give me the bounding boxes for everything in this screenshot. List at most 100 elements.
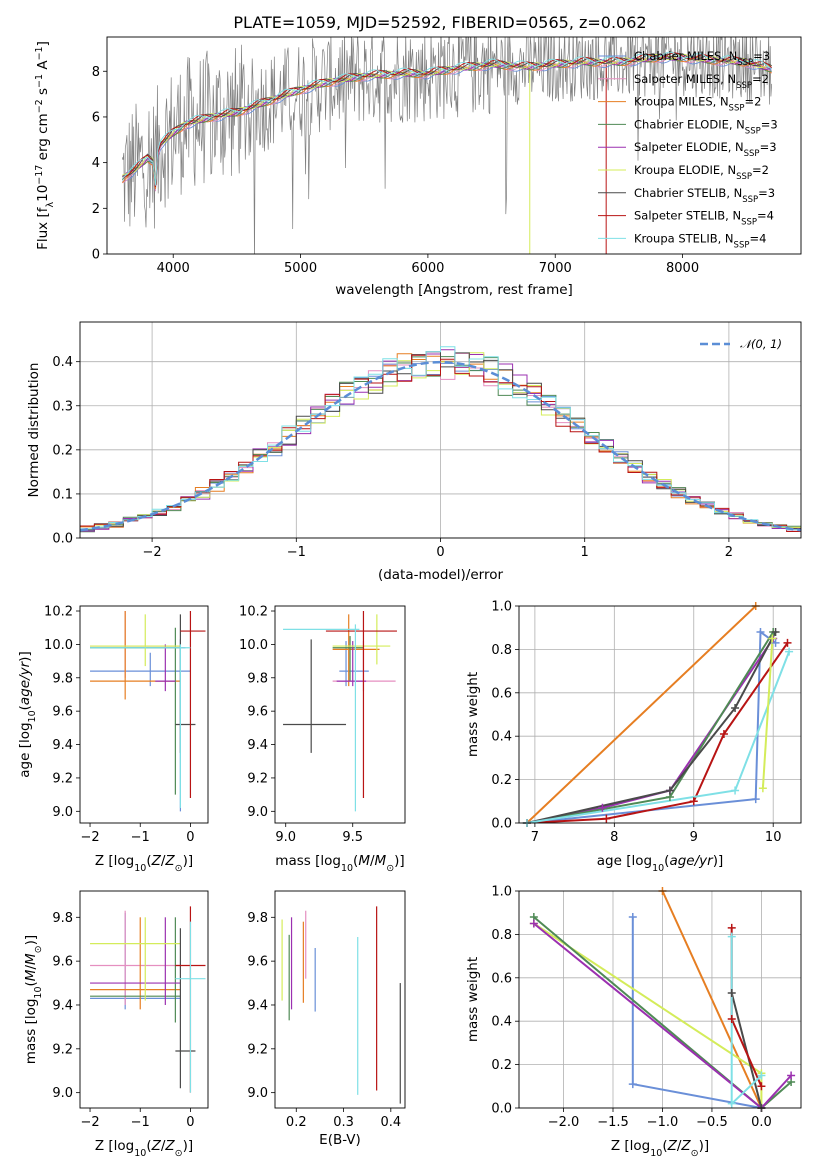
age-vs-Z-plot-area (90, 611, 206, 812)
y-tick-label: 0.4 (491, 730, 512, 745)
y-tick-label: 9.2 (247, 771, 268, 786)
model-line-kroupa-stelib (121, 51, 772, 186)
label-part: erg cm (35, 113, 51, 164)
label-part: 10 (134, 1148, 146, 1159)
label-part: λ (45, 202, 56, 208)
label-part: ⊙ (175, 1148, 183, 1159)
label-part: −1 (34, 46, 45, 60)
label-part: −17 (34, 165, 45, 185)
legend-sub: SSP (744, 149, 760, 159)
y-axis-label: mass weight (465, 957, 481, 1042)
x-tick-label: −1 (131, 830, 150, 845)
weight-marker (757, 1071, 766, 1080)
legend-value: =3 (753, 49, 770, 63)
y-tick-label: 9.8 (52, 671, 73, 686)
x-tick-label: −1.0 (647, 1115, 679, 1130)
weight-marker (727, 1015, 736, 1024)
model-line-salpeter-stelib (122, 52, 772, 188)
y-tick-label: 9.4 (52, 998, 73, 1013)
weight-marker (768, 634, 777, 643)
label-part: Z (164, 853, 175, 869)
x-tick-label: −2 (80, 830, 99, 845)
weight-marker (727, 923, 736, 932)
weight-marker (598, 803, 607, 812)
legend-entry: Chabrier STELIB, NSSP=3 (634, 186, 775, 205)
label-part: / (370, 853, 375, 869)
legend-entry: Chabrier MILES, NSSP=3 (634, 49, 770, 68)
label-part: ( (146, 1138, 151, 1154)
data-spectrum (121, 37, 773, 254)
y-tick-label: 9.2 (52, 771, 73, 786)
weight-marker (689, 797, 698, 806)
weight-marker (731, 786, 740, 795)
weight-marker (529, 919, 538, 928)
weight-marker (665, 786, 674, 795)
legend-value: =4 (749, 231, 766, 245)
x-axis-label: Z [log10(Z/Z⊙)] (611, 1138, 709, 1159)
label-part: 10 (652, 863, 664, 874)
y-tick-label: 0 (92, 248, 100, 263)
weight-line-kroupa-elodie (761, 638, 774, 789)
legend-value: =3 (761, 117, 778, 131)
legend-sub: SSP (741, 218, 757, 228)
legend-text: Chabrier MILES, N (634, 49, 737, 63)
y-tick-label: 10.2 (239, 605, 268, 620)
mass-vs-ebv-panel: 0.2 0.3 0.4 9.0 9.2 9.4 9.6 9.8 E(B-V) (247, 890, 406, 1148)
y-tick-label: 0.2 (491, 1058, 512, 1073)
x-tick-label: 0 (436, 545, 444, 560)
label-part: M (23, 969, 39, 981)
legend-value: =2 (744, 95, 761, 109)
x-tick-label: −2.0 (548, 1115, 580, 1130)
label-part: ( (662, 1138, 667, 1154)
y-tick-label: 9.4 (247, 998, 268, 1013)
label-part: age [log (17, 722, 33, 777)
legend-sub: SSP (734, 240, 750, 250)
legend-text: Kroupa MILES, N (634, 95, 729, 109)
spectrum-plot-area (121, 37, 773, 254)
label-part: s (35, 88, 51, 99)
y-axis-label: Flux [fλ10−17 erg cm−2 s−1 A−1] (34, 41, 56, 250)
label-part: ⊙ (175, 863, 183, 874)
x-tick-label: 7000 (539, 261, 572, 276)
weight-line-salpeter-elodie (533, 922, 792, 1108)
axes-frame (274, 605, 406, 824)
x-tick-label: 5000 (284, 261, 317, 276)
x-tick-label: 0.3 (333, 1115, 354, 1130)
label-part: ⊙ (386, 863, 394, 874)
label-part: ⊙ (691, 1148, 699, 1159)
x-tick-label: 0.4 (380, 1115, 401, 1130)
label-part: ( (23, 981, 39, 986)
label-part: / (161, 853, 166, 869)
y-tick-label: 10.2 (44, 605, 73, 620)
legend-text: Salpeter STELIB, N (634, 209, 741, 223)
weight-line-chabrier-miles (631, 917, 762, 1108)
y-tick-label: 9.6 (52, 705, 73, 720)
label-part: )] (183, 853, 194, 869)
legend-sub: SSP (736, 172, 752, 182)
y-tick-label: 0.6 (491, 971, 512, 986)
x-tick-label: 0 (186, 1115, 194, 1130)
y-tick-label: 0.0 (491, 1102, 512, 1117)
weight-marker (771, 628, 780, 637)
label-part: Z (667, 1138, 678, 1154)
legend-sub: SSP (736, 81, 752, 91)
weight-line-kroupa-miles (661, 891, 763, 1108)
x-tick-label: 7 (531, 830, 539, 845)
y-tick-label: 9.6 (247, 705, 268, 720)
label-part: ( (353, 853, 358, 869)
y-tick-label: 0.0 (52, 532, 73, 547)
label-part: 10 (134, 863, 146, 874)
y-tick-label: 9.4 (52, 738, 73, 753)
weight-marker (727, 932, 736, 941)
weight-line-kroupa-stelib (730, 936, 763, 1107)
weight-line-chabrier-stelib (526, 631, 777, 823)
label-part: ( (664, 853, 669, 869)
legend-sub: SSP (745, 126, 761, 136)
label-part: A (35, 60, 51, 74)
label-part: 10 (33, 986, 44, 998)
weight-marker (727, 988, 736, 997)
label-part: )] (23, 935, 39, 946)
y-axis-label: mass [log10(M/M⊙)] (23, 935, 44, 1064)
x-tick-label: 8000 (666, 261, 699, 276)
